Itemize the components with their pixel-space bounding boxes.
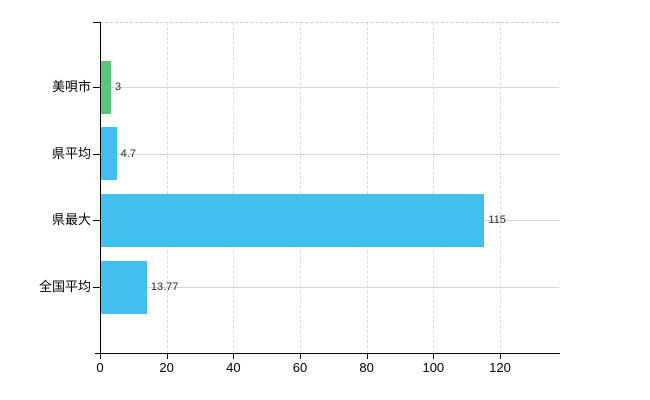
- bar: [101, 60, 111, 114]
- vertical-gridline: [433, 22, 435, 353]
- x-tick-label: 0: [96, 360, 104, 375]
- value-label: 115: [488, 214, 506, 227]
- x-axis-tick: [166, 353, 168, 359]
- bar: [101, 193, 485, 247]
- y-axis-tick: [93, 287, 100, 288]
- y-axis-line: [100, 22, 101, 353]
- x-tick-label: 60: [292, 360, 308, 375]
- y-axis-tick: [93, 220, 100, 222]
- bar: [101, 260, 147, 314]
- category-label: 県最大: [51, 212, 91, 228]
- x-axis-line: [95, 353, 560, 354]
- y-axis-tick: [93, 153, 100, 155]
- x-tick-label: 120: [489, 360, 511, 375]
- x-tick-label: 100: [422, 360, 445, 375]
- value-label: 13.77: [150, 281, 179, 293]
- vertical-gridline: [366, 22, 368, 353]
- y-axis-end-tick: [93, 22, 100, 23]
- x-axis-tick: [500, 353, 501, 359]
- x-tick-label: 80: [359, 360, 374, 375]
- x-axis-tick: [233, 353, 235, 359]
- bar: [101, 127, 117, 181]
- value-label: 3: [115, 81, 122, 93]
- category-label: 県平均: [51, 145, 91, 161]
- x-axis-tick: [300, 353, 301, 359]
- vertical-gridline: [500, 22, 501, 353]
- x-axis-tick: [433, 353, 435, 359]
- value-label: 4.7: [120, 147, 136, 160]
- x-tick-label: 20: [159, 360, 174, 375]
- horizontal-gridline: [100, 287, 559, 288]
- horizontal-gridline: [100, 153, 559, 155]
- vertical-gridline: [233, 22, 235, 353]
- x-axis-tick: [100, 353, 101, 359]
- vertical-gridline: [166, 22, 168, 353]
- x-tick-label: 40: [226, 360, 241, 375]
- horizontal-gridline: [100, 87, 559, 88]
- plot-top-border: [100, 22, 559, 23]
- vertical-gridline: [300, 22, 301, 353]
- category-label: 全国平均: [38, 279, 91, 294]
- x-axis-tick: [366, 353, 368, 359]
- y-axis-tick: [93, 87, 100, 88]
- category-label: 美唄市: [51, 79, 91, 94]
